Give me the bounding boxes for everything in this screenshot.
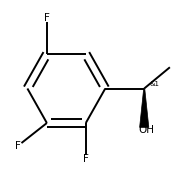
Text: &1: &1	[150, 81, 160, 87]
Text: F: F	[44, 13, 50, 23]
Polygon shape	[140, 88, 149, 127]
Text: F: F	[83, 154, 89, 164]
Text: OH: OH	[138, 125, 154, 135]
Text: F: F	[15, 141, 21, 151]
